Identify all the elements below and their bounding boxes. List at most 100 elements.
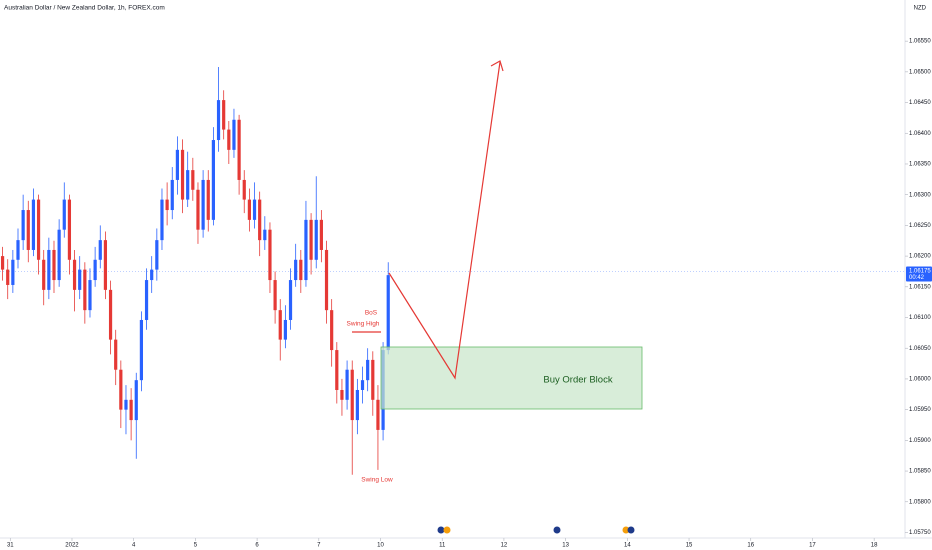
y-tick-label: 1.05800 <box>909 499 931 505</box>
candles <box>0 66 390 475</box>
y-tick-label: 1.06000 <box>909 377 931 383</box>
y-tick-label: 1.06300 <box>909 192 931 198</box>
candle-body <box>335 350 339 390</box>
candle-body <box>175 149 180 180</box>
candle-body <box>0 256 5 270</box>
x-tick-label: 7 <box>317 543 321 549</box>
candle-body <box>299 259 303 281</box>
candle-body <box>283 319 287 340</box>
candle-body <box>366 359 370 381</box>
x-tick-label: 13 <box>562 543 569 549</box>
y-tick-label: 1.06500 <box>909 69 931 75</box>
candle-body <box>144 280 149 320</box>
candle-body <box>386 275 390 351</box>
candle-body <box>186 170 190 200</box>
candle-body <box>180 149 185 200</box>
x-tick-label: 17 <box>809 543 816 549</box>
candle-body <box>278 310 282 340</box>
x-tick-label: 18 <box>871 543 878 549</box>
y-tick-label: 1.06150 <box>909 284 931 290</box>
candle-body <box>196 189 200 230</box>
candle-body <box>237 119 241 180</box>
x-tick-label: 31 <box>7 543 14 549</box>
candle-body <box>371 359 375 400</box>
candle-body <box>345 369 349 400</box>
candle-body <box>31 199 36 250</box>
y-tick-label: 1.05900 <box>909 438 931 444</box>
candle-body <box>108 289 113 340</box>
candle-body <box>62 199 66 230</box>
drawings: Buy Order Block BoS Swing High Swing Low <box>347 60 643 534</box>
candle-body <box>350 369 354 421</box>
candle-body <box>216 100 221 141</box>
candle-body <box>103 240 108 290</box>
x-tick-label: 5 <box>194 543 198 549</box>
swing-high-label: Swing High <box>347 321 380 328</box>
candle-body <box>263 229 267 241</box>
candle-body <box>247 199 251 220</box>
candle-body <box>222 100 226 130</box>
candle-body <box>11 259 15 285</box>
y-tick-label: 1.06550 <box>909 39 931 45</box>
y-tick-label: 1.06450 <box>909 100 931 106</box>
candle-body <box>139 319 144 381</box>
candle-body <box>273 280 277 311</box>
order-block-zone <box>380 346 643 410</box>
candle-body <box>201 179 205 230</box>
candle-body <box>150 269 154 281</box>
x-tick-label: 11 <box>439 543 446 549</box>
candle-body <box>134 380 138 421</box>
y-tick-label: 1.06100 <box>909 315 931 321</box>
candle-body <box>268 229 272 281</box>
candle-body <box>330 310 334 351</box>
event-icon[interactable] <box>437 526 445 534</box>
bos-label: BoS <box>365 310 378 317</box>
projection-path <box>388 61 501 380</box>
candle-body <box>42 259 46 290</box>
y-tick-label: 1.05850 <box>909 469 931 475</box>
y-tick-label: 1.05750 <box>909 530 931 536</box>
x-tick-label: 10 <box>377 543 384 549</box>
candle-body <box>252 199 257 220</box>
candle-body <box>211 140 215 220</box>
candle-body <box>319 219 323 250</box>
y-tick-label: 1.06400 <box>909 131 931 137</box>
event-icon[interactable] <box>622 526 630 534</box>
event-icon[interactable] <box>443 526 451 534</box>
candle-body <box>16 240 20 260</box>
x-tick-label: 14 <box>624 543 631 549</box>
candle-body <box>21 210 25 241</box>
currency-label: NZD <box>914 6 927 12</box>
candle-body <box>340 389 344 400</box>
candle-body <box>57 229 61 281</box>
candle-body <box>36 199 41 260</box>
candle-body <box>304 219 308 281</box>
candle-body <box>78 269 82 290</box>
candle-body <box>129 399 133 421</box>
y-tick-label: 1.06050 <box>909 346 931 352</box>
chart-title: Australian Dollar / New Zealand Dollar, … <box>4 5 165 12</box>
candle-body <box>119 369 123 410</box>
candle-body <box>232 119 236 150</box>
candle-body <box>47 249 51 290</box>
event-icon[interactable] <box>627 526 635 534</box>
candle-body <box>294 259 298 281</box>
candle-body <box>309 219 313 260</box>
candle-body <box>360 380 365 390</box>
x-tick-label: 4 <box>132 543 136 549</box>
candle-body <box>93 259 97 281</box>
candle-body <box>227 129 231 150</box>
order-block-label: Buy Order Block <box>543 375 612 386</box>
candle-body <box>67 199 72 260</box>
last-price-box <box>906 266 932 282</box>
event-icon[interactable] <box>553 526 561 534</box>
candle-body <box>72 259 77 290</box>
candle-body <box>191 170 195 190</box>
candle-body <box>26 210 30 250</box>
candle-body <box>160 199 164 241</box>
candle-body <box>314 219 318 260</box>
arrow-head <box>490 60 504 72</box>
